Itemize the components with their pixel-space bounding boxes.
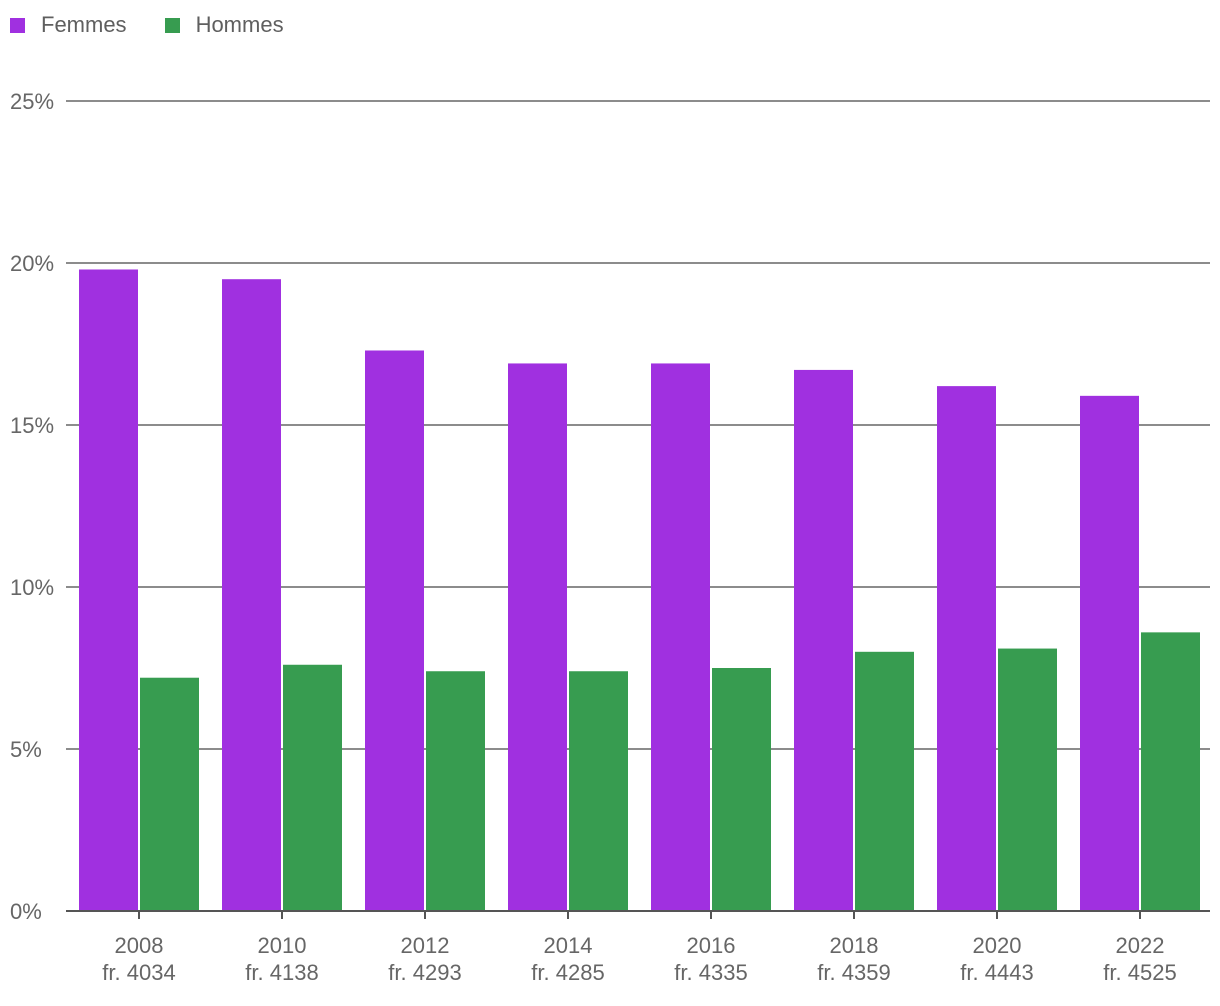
bar-femmes-2020 bbox=[937, 386, 996, 911]
y-tick-label: 20% bbox=[10, 251, 54, 276]
x-tick-label-salary: fr. 4525 bbox=[1103, 960, 1176, 985]
x-tick-label-salary: fr. 4443 bbox=[960, 960, 1033, 985]
chart-legend: Femmes Hommes bbox=[10, 12, 322, 38]
x-tick-label-year: 2014 bbox=[544, 933, 593, 958]
bar-hommes-2014 bbox=[569, 671, 628, 911]
legend-label-femmes: Femmes bbox=[41, 12, 127, 37]
x-tick-label-year: 2020 bbox=[973, 933, 1022, 958]
legend-swatch-femmes bbox=[10, 17, 25, 33]
x-tick-label-year: 2016 bbox=[687, 933, 736, 958]
bar-femmes-2014 bbox=[508, 363, 567, 911]
bar-femmes-2010 bbox=[222, 279, 281, 911]
bar-femmes-2012 bbox=[365, 350, 424, 912]
bars bbox=[79, 269, 1200, 912]
legend-item-femmes: Femmes bbox=[10, 12, 127, 38]
x-tick-label-year: 2008 bbox=[115, 933, 164, 958]
y-tick-label: 10% bbox=[10, 575, 54, 600]
y-tick-label: 15% bbox=[10, 413, 54, 438]
bar-femmes-2018 bbox=[794, 369, 853, 911]
x-tick-label-year: 2018 bbox=[830, 933, 879, 958]
x-tick-label-salary: fr. 4293 bbox=[388, 960, 461, 985]
bar-hommes-2020 bbox=[998, 648, 1057, 911]
x-tick-label-salary: fr. 4335 bbox=[674, 960, 747, 985]
bar-femmes-2016 bbox=[651, 363, 710, 911]
legend-item-hommes: Hommes bbox=[164, 12, 284, 38]
x-tick-label-year: 2022 bbox=[1116, 933, 1165, 958]
y-tick-label: 0% bbox=[10, 899, 42, 924]
bar-hommes-2012 bbox=[426, 671, 485, 911]
x-tick-label-salary: fr. 4138 bbox=[245, 960, 318, 985]
x-tick-label-salary: fr. 4034 bbox=[102, 960, 175, 985]
x-tick-label-year: 2010 bbox=[258, 933, 307, 958]
x-tick-label-salary: fr. 4359 bbox=[817, 960, 890, 985]
bar-femmes-2022 bbox=[1080, 395, 1139, 912]
bar-hommes-2022 bbox=[1141, 632, 1200, 911]
y-tick-label: 25% bbox=[10, 89, 54, 114]
y-tick-label: 5% bbox=[10, 737, 42, 762]
bar-femmes-2008 bbox=[79, 269, 138, 912]
x-tick-label-salary: fr. 4285 bbox=[531, 960, 604, 985]
bar-hommes-2018 bbox=[855, 651, 914, 911]
legend-label-hommes: Hommes bbox=[195, 12, 284, 37]
x-axis bbox=[66, 910, 1210, 919]
bar-hommes-2010 bbox=[283, 664, 342, 911]
bar-hommes-2016 bbox=[712, 668, 771, 911]
y-axis-labels: 0% 5% 10% 15% 20% 25% bbox=[10, 89, 54, 924]
x-tick-label-year: 2012 bbox=[401, 933, 450, 958]
bar-hommes-2008 bbox=[140, 677, 199, 911]
legend-swatch-hommes bbox=[164, 17, 180, 33]
